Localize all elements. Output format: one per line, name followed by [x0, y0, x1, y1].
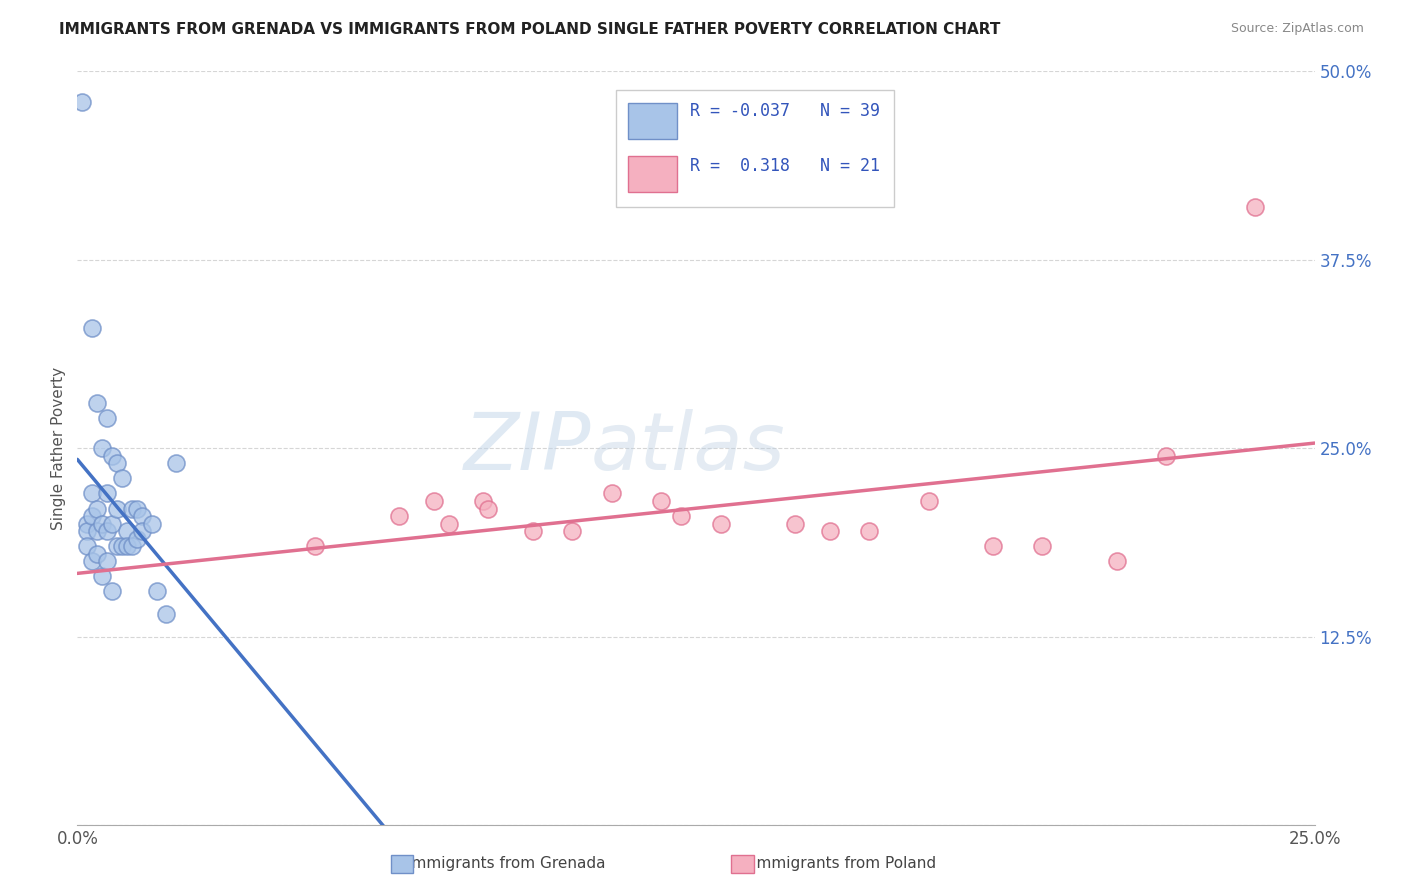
Point [86, 501, 108, 516]
Point [131, 509, 153, 524]
Point [650, 494, 672, 508]
Point [783, 516, 806, 531]
Point [105, 456, 128, 470]
Point [96, 554, 118, 568]
Point [388, 509, 411, 524]
Point [917, 494, 939, 508]
Point [981, 539, 1004, 553]
Point [561, 524, 583, 538]
Point [522, 524, 544, 538]
Point [145, 584, 167, 599]
Point [1105, 554, 1128, 568]
FancyBboxPatch shape [616, 90, 894, 207]
Point [1154, 449, 1177, 463]
Point [96, 486, 118, 500]
Point [76, 516, 98, 531]
Text: Immigrants from Poland: Immigrants from Poland [752, 856, 935, 871]
Point [115, 524, 138, 538]
Point [111, 539, 134, 553]
Point [82, 554, 104, 568]
Point [818, 524, 841, 538]
Point [111, 471, 134, 485]
FancyBboxPatch shape [628, 103, 678, 139]
Point [105, 539, 128, 553]
Text: R =  0.318   N = 21: R = 0.318 N = 21 [690, 157, 880, 175]
Point [422, 494, 444, 508]
Point [76, 524, 98, 538]
Point [91, 442, 114, 455]
Point [125, 532, 148, 546]
Point [669, 509, 692, 524]
Text: Source: ZipAtlas.com: Source: ZipAtlas.com [1230, 22, 1364, 36]
Point [121, 539, 143, 553]
Point [86, 396, 108, 410]
Text: Immigrants from Grenada: Immigrants from Grenada [406, 856, 606, 871]
Text: R = -0.037   N = 39: R = -0.037 N = 39 [690, 103, 880, 120]
Point [141, 516, 163, 531]
Point [82, 320, 104, 334]
Point [858, 524, 880, 538]
Point [1244, 200, 1267, 214]
Point [121, 501, 143, 516]
Point [304, 539, 326, 553]
Point [437, 516, 460, 531]
Point [131, 524, 153, 538]
Point [86, 524, 108, 538]
Point [82, 509, 104, 524]
Text: IMMIGRANTS FROM GRENADA VS IMMIGRANTS FROM POLAND SINGLE FATHER POVERTY CORRELAT: IMMIGRANTS FROM GRENADA VS IMMIGRANTS FR… [59, 22, 1001, 37]
Point [76, 539, 98, 553]
Point [72, 95, 94, 109]
Point [600, 486, 623, 500]
Point [101, 516, 124, 531]
Point [101, 449, 124, 463]
Point [91, 516, 114, 531]
Point [710, 516, 733, 531]
Y-axis label: Single Father Poverty: Single Father Poverty [51, 367, 66, 530]
Point [96, 524, 118, 538]
Point [86, 547, 108, 561]
Point [96, 411, 118, 425]
Point [105, 501, 128, 516]
Point [155, 607, 177, 621]
Text: ZIP: ZIP [464, 409, 591, 487]
Point [82, 486, 104, 500]
Point [101, 584, 124, 599]
Text: atlas: atlas [591, 409, 786, 487]
Point [472, 494, 495, 508]
Point [115, 539, 138, 553]
Point [165, 456, 187, 470]
Point [91, 569, 114, 583]
Point [477, 501, 499, 516]
FancyBboxPatch shape [628, 156, 678, 192]
Point [125, 501, 148, 516]
Point [1031, 539, 1053, 553]
